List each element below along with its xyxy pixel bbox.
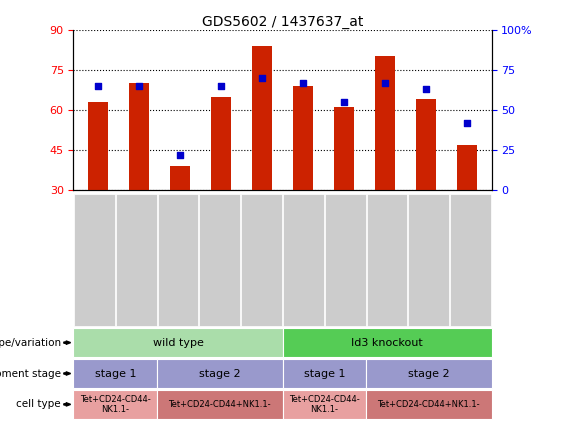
Text: cell type: cell type [16,399,61,409]
Point [298,79,307,86]
Text: stage 1: stage 1 [303,368,345,379]
Bar [457,145,477,190]
Point [134,82,144,89]
Bar [252,46,272,190]
Point [258,74,267,81]
Text: Id3 knockout: Id3 knockout [351,338,423,348]
Text: genotype/variation: genotype/variation [0,338,61,348]
Bar [129,83,149,190]
Text: GDS5602 / 1437637_at: GDS5602 / 1437637_at [202,15,363,29]
Point [340,99,349,105]
Text: Tet+CD24-CD44-
NK1.1-: Tet+CD24-CD44- NK1.1- [289,395,360,414]
Point [94,82,103,89]
Point [421,86,431,93]
Point [176,151,185,158]
Text: stage 2: stage 2 [199,368,241,379]
Text: stage 2: stage 2 [408,368,450,379]
Bar [170,166,190,190]
Bar [416,99,436,190]
Bar [293,86,313,190]
Point [462,119,471,126]
Text: Tet+CD24-CD44+NK1.1-: Tet+CD24-CD44+NK1.1- [168,400,271,409]
Bar [88,102,108,190]
Text: Tet+CD24-CD44-
NK1.1-: Tet+CD24-CD44- NK1.1- [80,395,151,414]
Text: wild type: wild type [153,338,203,348]
Bar [334,107,354,190]
Text: stage 1: stage 1 [94,368,136,379]
Bar [211,96,231,190]
Text: development stage: development stage [0,368,61,379]
Bar [375,56,396,190]
Point [216,82,225,89]
Point [380,79,389,86]
Text: Tet+CD24-CD44+NK1.1-: Tet+CD24-CD44+NK1.1- [377,400,480,409]
